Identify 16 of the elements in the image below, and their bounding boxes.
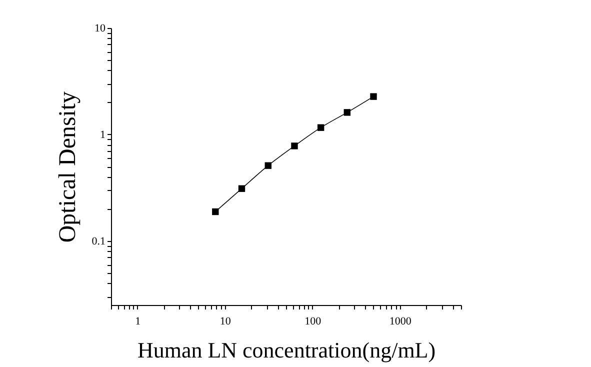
y-tick-label: 1	[100, 128, 106, 141]
x-tick-label: 10	[220, 316, 232, 328]
point	[212, 208, 219, 216]
point	[370, 93, 377, 100]
point	[238, 185, 246, 192]
x-tick-label: 100	[304, 316, 322, 328]
point	[317, 124, 324, 131]
y-tick-label: 0.1	[92, 235, 106, 248]
point	[344, 109, 351, 116]
y-tick-label: 10	[94, 22, 106, 34]
y-axis-title: Optical Density	[54, 91, 81, 243]
point	[291, 142, 298, 150]
point	[264, 162, 272, 169]
x-tick-label: 1000	[389, 316, 412, 328]
x-tick-label: 1	[135, 316, 141, 328]
x-axis-title: Human LN concentration(ng/mL)	[137, 338, 436, 362]
